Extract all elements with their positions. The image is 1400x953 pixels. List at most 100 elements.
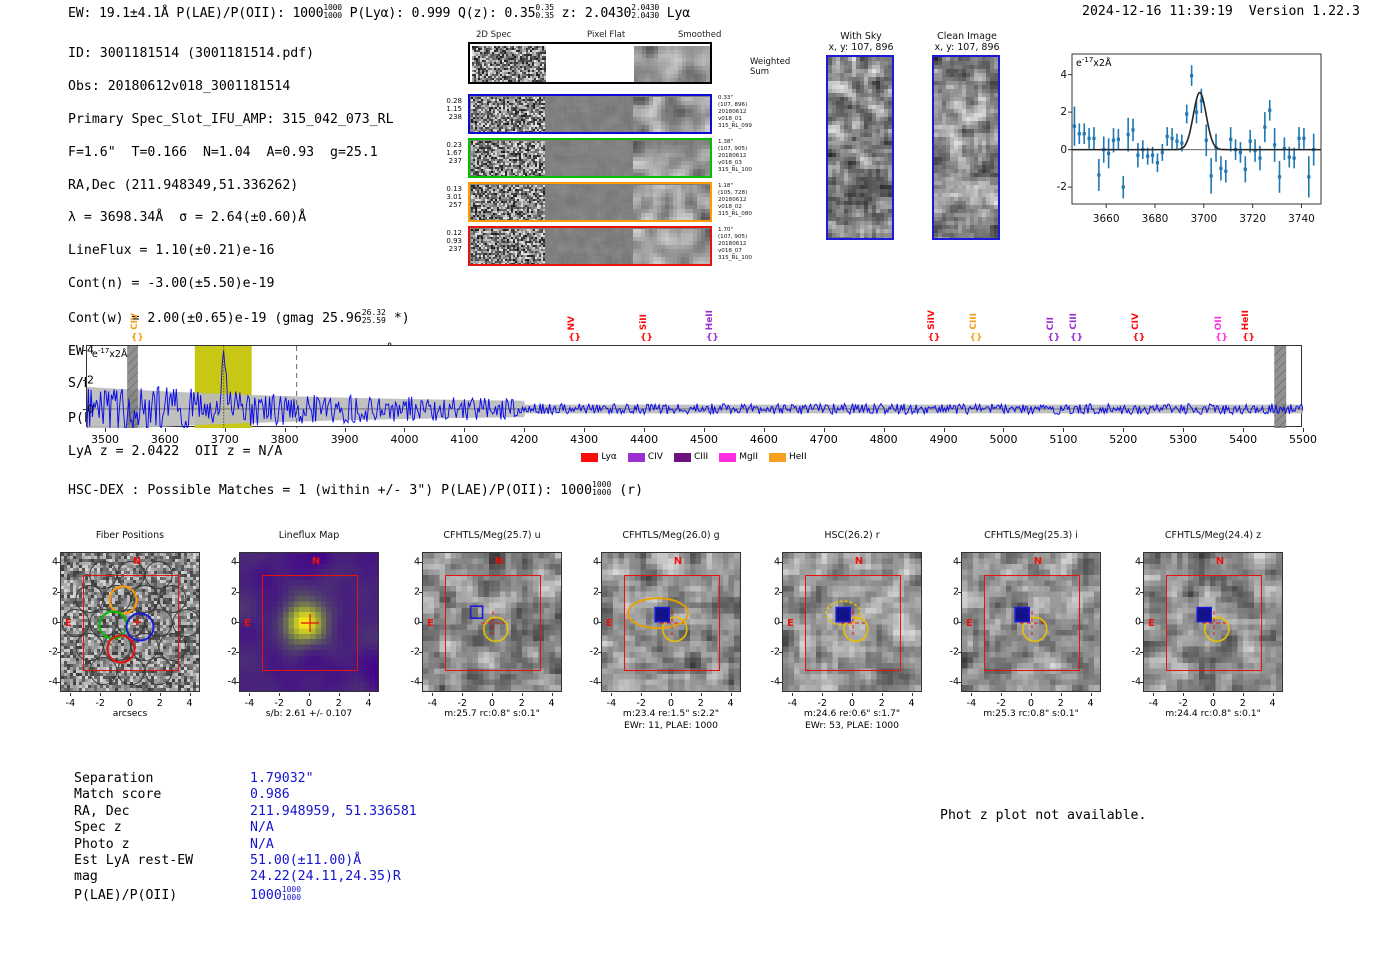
- sky-panel-1-title: Clean Image x, y: 107, 896: [934, 31, 1000, 53]
- spectrum-flux-annotation: e-17x2Å: [92, 347, 128, 361]
- cutout-2-xtick: 2: [518, 698, 525, 709]
- spectrum-xtick: 4700: [809, 433, 838, 446]
- cutout-3-ytick: -4: [589, 676, 599, 688]
- cutout-4-xtick: 2: [878, 698, 885, 709]
- cutout-2-image[interactable]: [422, 552, 562, 692]
- cutout-4-image[interactable]: [782, 552, 922, 692]
- cutout-0-ytick-mark: [57, 681, 60, 683]
- cutout-2-ytick-mark: [419, 681, 422, 683]
- spec-row-2-meta: 1.18" (105, 728) 20180612 v018_02 315_RL_080: [718, 183, 752, 217]
- header-qz-fraction: 0.35 0.35: [535, 3, 554, 20]
- cutout-0-xtick: -2: [95, 698, 105, 709]
- cutout-4-xtick: -4: [787, 698, 798, 709]
- spec-row-1: [468, 138, 712, 178]
- legend-swatch-heii: [768, 452, 786, 462]
- cutout-5-caption: m:25.3 rc:0.8" s:0.1": [983, 708, 1079, 719]
- cutout-3-compass-east: E: [606, 617, 613, 629]
- spec-col-title-smoothed: Smoothed: [678, 30, 722, 40]
- spectrum-xtick-mark: [404, 428, 406, 432]
- cutout-4-compass-east: E: [787, 617, 794, 629]
- spectrum-xtick: 4300: [570, 433, 599, 446]
- cutout-0-fov-box: [83, 575, 179, 671]
- cutout-6-ytick: -2: [1131, 646, 1141, 658]
- cutout-5-image[interactable]: [961, 552, 1101, 692]
- cutout-0-compass-east: E: [65, 617, 72, 629]
- cutout-4-ytick: 0: [773, 616, 780, 628]
- line-fit-plot: e-17x2Å -2 0 2 4 3660 3680 3700 3720 3740: [1042, 48, 1327, 226]
- legend-swatch-ciii: [673, 452, 691, 462]
- info-redshift: LyA z = 2.0422 OII z = N/A: [68, 443, 283, 459]
- spectrum-xtick-mark: [164, 428, 166, 432]
- spectrum-xtick: 3900: [330, 433, 359, 446]
- cutout-2-compass-east: E: [427, 617, 434, 629]
- spectrum-xtick-mark: [464, 428, 466, 432]
- cutout-1-image[interactable]: [239, 552, 379, 692]
- cutout-1-title: Lineflux Map: [278, 530, 340, 541]
- spectrum-xtick-mark: [703, 428, 705, 432]
- emission-line-label-heii-10: HeII: [1241, 309, 1252, 330]
- cutout-3-ytick: 0: [592, 616, 599, 628]
- cutout-0-xtick-mark: [189, 693, 191, 696]
- cutout-3-ytick-mark: [598, 622, 601, 623]
- header-summary-line: EW: 19.1±4.1Å P(LAE)/P(OII): 1000 1000 100…: [68, 4, 690, 21]
- spectrum-xtick-mark: [284, 428, 286, 432]
- cutout-5-xtick: 4: [1087, 698, 1094, 709]
- emission-line-label-siii-2: SiII: [639, 313, 650, 330]
- cutout-1-ytick: -2: [227, 646, 237, 658]
- spectrum-xtick: 4500: [689, 433, 718, 446]
- cutout-3-ytick-mark: [598, 681, 601, 683]
- line-fit-xtick: 3740: [1288, 213, 1315, 225]
- dex-text: HSC-DEX : Possible Matches = 1 (within +…: [68, 482, 593, 498]
- spectrum-xtick-mark: [524, 428, 526, 432]
- match-row-5-key: Est LyA rest-EW: [74, 853, 194, 869]
- cutout-4-ytick: -2: [770, 646, 780, 658]
- cutout-3-caption: m:23.4 re:1.5" s:2.2" EWr: 11, PLAE: 1000: [622, 708, 720, 731]
- cutout-5-ytick: -4: [949, 676, 959, 688]
- cutout-2-xtick-mark: [551, 693, 553, 696]
- hsc-dex-match-line: HSC-DEX : Possible Matches = 1 (within +…: [68, 481, 643, 498]
- cutout-5-ytick-mark: [958, 622, 961, 623]
- cutout-6-xtick-mark: [1272, 693, 1274, 696]
- match-row-0-key: Separation: [74, 771, 154, 786]
- cutout-0-ytick-mark: [57, 562, 60, 564]
- legend-item-lyα: Lyα: [581, 452, 617, 462]
- cutout-2-title: CFHTLS/Meg(25.7) u: [443, 530, 541, 541]
- match-row-2-key: RA, Dec: [74, 803, 130, 819]
- cutout-6-title: CFHTLS/Meg(24.4) z: [1164, 530, 1262, 541]
- cutout-3-image[interactable]: [601, 552, 741, 692]
- sky-panel-0-image: [826, 55, 894, 240]
- cutout-2-ytick: -4: [410, 676, 420, 688]
- cutout-4-compass-north: N: [854, 556, 864, 567]
- cutout-5-xtick-mark: [1060, 693, 1062, 696]
- cutout-6-image[interactable]: [1143, 552, 1283, 692]
- legend-label-ciii: CIII: [693, 452, 709, 462]
- cutout-1-caption: s/b: 2.61 +/- 0.107: [265, 708, 353, 719]
- match-row-3: Spec z N/A: [74, 820, 417, 836]
- spectrum-xtick: 5500: [1289, 433, 1317, 446]
- cutout-4-ytick-mark: [779, 562, 782, 564]
- cutout-0-xtick: 4: [186, 698, 193, 709]
- cutout-3-xtick-mark: [611, 693, 613, 696]
- info-lambda: λ = 3698.34Å σ = 2.64(±0.60)Å: [68, 210, 307, 226]
- spectrum-xtick: 3500: [90, 433, 119, 446]
- cutout-1-xtick-mark: [338, 693, 340, 696]
- cutout-0-xtick-mark: [100, 693, 102, 696]
- cutout-3-caption2: EWr: 11, PLAE: 1000: [624, 719, 718, 731]
- cutout-5-xtick: -4: [966, 698, 977, 709]
- info-cont-w-text: Cont(w) = 2.00(±0.65)e-19 (gmag 25.96: [68, 310, 362, 326]
- cutout-0-image[interactable]: [60, 552, 200, 692]
- emission-line-bracket-6: {}: [1047, 333, 1061, 343]
- cutout-1-xtick-mark: [249, 693, 251, 696]
- cutout-6-ytick-mark: [1140, 622, 1143, 623]
- cutout-5-ytick: 4: [952, 556, 959, 568]
- cutout-3-ytick-mark: [598, 562, 601, 564]
- spectrum-legend: Lyα CIV CIII MgII HeII: [86, 452, 1302, 462]
- cutout-0-xtick: 2: [156, 698, 163, 709]
- cutout-2-ytick-mark: [419, 651, 422, 653]
- spectrum-ytick-mark: [83, 350, 87, 352]
- cutout-0-xtick: 0: [126, 698, 134, 709]
- match-row-6: mag 24.22(24.11,24.35)R: [74, 869, 417, 885]
- match-row-3-key: Spec z: [74, 820, 122, 836]
- header-plae-fraction: 1000 1000: [323, 3, 342, 20]
- match-row-7: P(LAE)/P(OII) 1000 1000 1000: [74, 885, 417, 904]
